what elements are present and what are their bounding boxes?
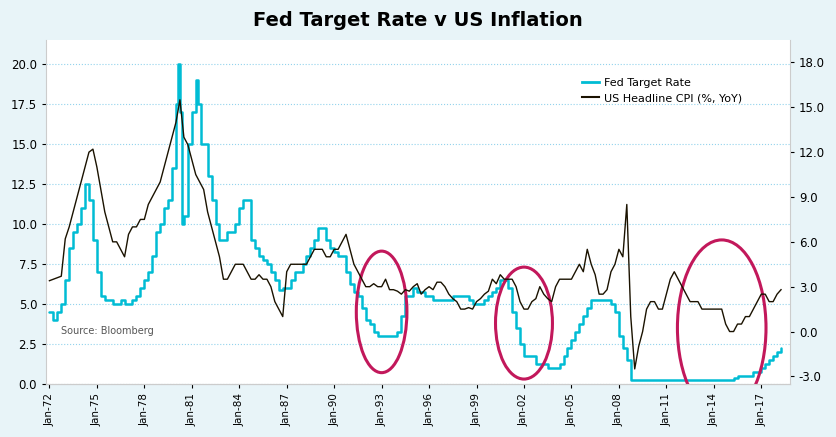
Fed Target Rate (543, 365, 553, 371)
Fed Target Rate (172, 61, 182, 66)
US Headline CPI (%, YoY) (396, 291, 406, 297)
US Headline CPI (%, YoY) (606, 269, 616, 274)
Fed Target Rate (464, 297, 474, 302)
US Headline CPI (%, YoY) (776, 287, 786, 292)
Line: Fed Target Rate: Fed Target Rate (49, 64, 781, 380)
Fed Target Rate (258, 257, 268, 263)
US Headline CPI (%, YoY) (630, 366, 640, 371)
Fed Target Rate (776, 345, 786, 350)
US Headline CPI (%, YoY) (175, 97, 185, 102)
US Headline CPI (%, YoY) (725, 329, 735, 334)
US Headline CPI (%, YoY) (44, 278, 54, 283)
US Headline CPI (%, YoY) (503, 277, 513, 282)
Text: Source: Bloomberg: Source: Bloomberg (61, 326, 154, 336)
Fed Target Rate (448, 293, 458, 298)
Title: Fed Target Rate v US Inflation: Fed Target Rate v US Inflation (253, 11, 583, 30)
Fed Target Rate (44, 309, 54, 315)
US Headline CPI (%, YoY) (155, 180, 166, 185)
Fed Target Rate (234, 205, 244, 211)
Fed Target Rate (625, 377, 635, 382)
Line: US Headline CPI (%, YoY): US Headline CPI (%, YoY) (49, 100, 781, 369)
Legend: Fed Target Rate, US Headline CPI (%, YoY): Fed Target Rate, US Headline CPI (%, YoY… (578, 73, 747, 108)
Fed Target Rate (638, 377, 648, 382)
US Headline CPI (%, YoY) (472, 299, 482, 304)
